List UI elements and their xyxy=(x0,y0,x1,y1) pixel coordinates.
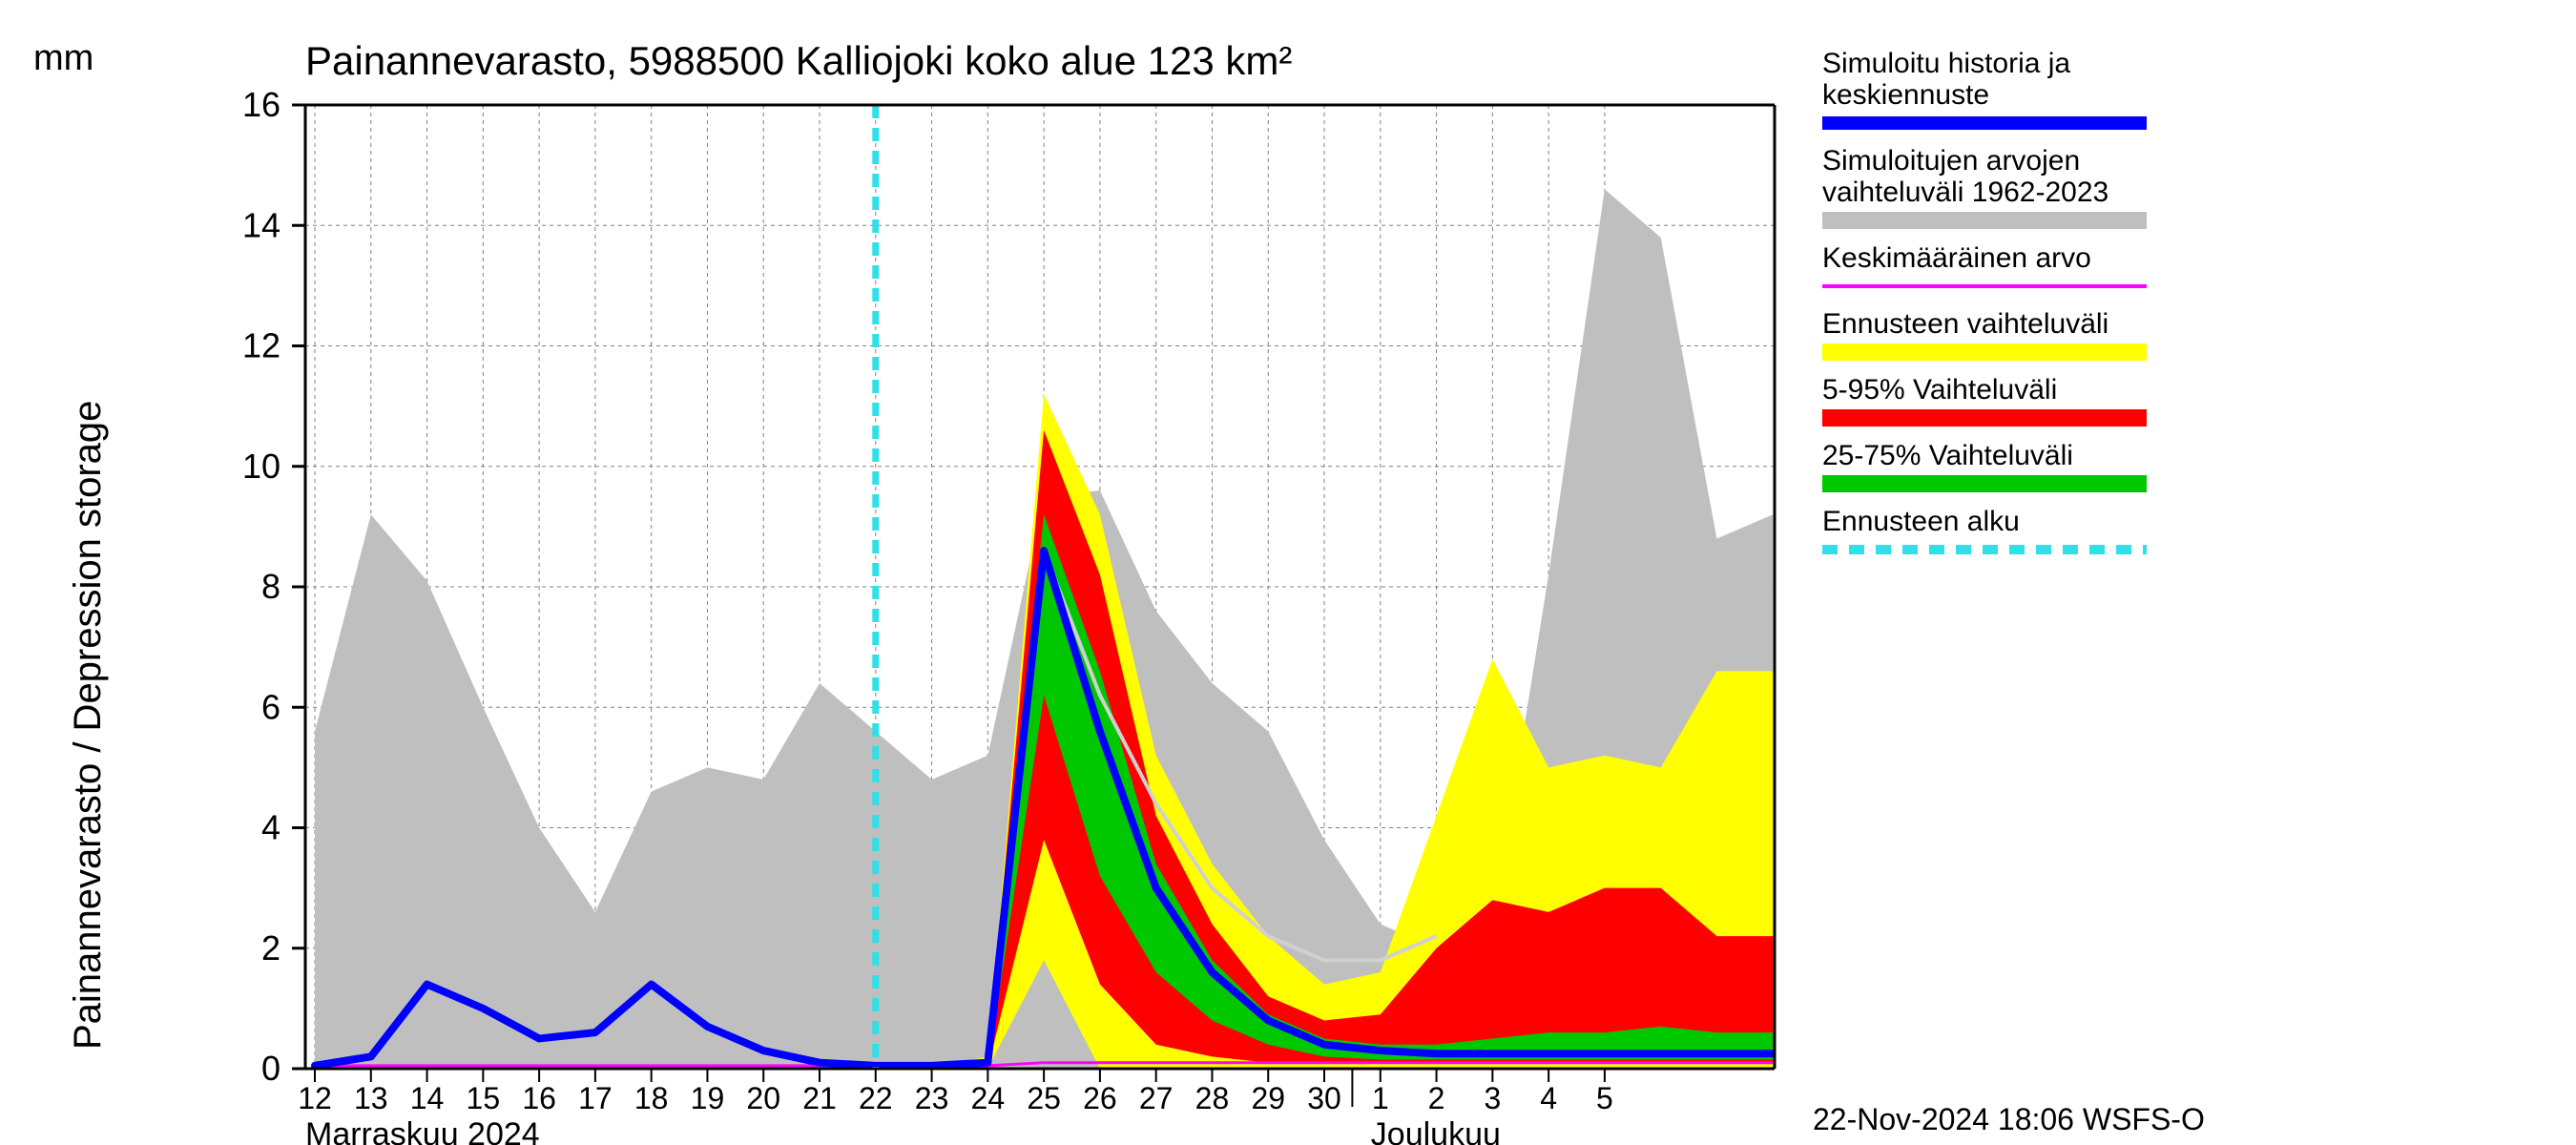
x-tick-label: 16 xyxy=(522,1081,556,1115)
legend-label: Ennusteen alku xyxy=(1822,506,2020,537)
month-label-fi: Marraskuu 2024 xyxy=(305,1116,540,1145)
legend-label: Keskimääräinen arvo xyxy=(1822,242,2091,274)
y-tick-label: 16 xyxy=(242,85,280,124)
x-tick-label: 27 xyxy=(1139,1081,1174,1115)
x-tick-label: 13 xyxy=(354,1081,388,1115)
legend-label: Simuloitujen arvojen xyxy=(1822,145,2080,177)
x-tick-label: 5 xyxy=(1596,1081,1613,1115)
x-tick-label: 21 xyxy=(802,1081,837,1115)
x-tick-label: 24 xyxy=(971,1081,1006,1115)
x-tick-label: 15 xyxy=(467,1081,501,1115)
legend-label: 25-75% Vaihteluväli xyxy=(1822,440,2073,471)
y-tick-label: 14 xyxy=(242,205,280,244)
legend-label: Ennusteen vaihteluväli xyxy=(1822,308,2109,340)
x-tick-label: 1 xyxy=(1372,1081,1389,1115)
timestamp-footer: 22-Nov-2024 18:06 WSFS-O xyxy=(1813,1102,2205,1137)
x-tick-label: 20 xyxy=(746,1081,780,1115)
x-tick-label: 26 xyxy=(1083,1081,1117,1115)
x-tick-label: 4 xyxy=(1540,1081,1557,1115)
legend-label: keskiennuste xyxy=(1822,79,1989,111)
x-tick-label: 14 xyxy=(410,1081,445,1115)
x-tick-label: 30 xyxy=(1307,1081,1341,1115)
y-tick-label: 4 xyxy=(261,808,280,847)
x-tick-label: 19 xyxy=(691,1081,725,1115)
x-tick-label: 23 xyxy=(915,1081,949,1115)
y-tick-label: 12 xyxy=(242,326,280,365)
legend-label: vaihteluväli 1962-2023 xyxy=(1822,177,2109,208)
legend-label: 5-95% Vaihteluväli xyxy=(1822,374,2057,406)
x-tick-label: 25 xyxy=(1027,1081,1061,1115)
month-label-fi: Joulukuu xyxy=(1371,1116,1501,1145)
x-tick-label: 22 xyxy=(859,1081,893,1115)
chart-svg: 0246810121416121314151617181920212223242… xyxy=(0,0,2576,1145)
chart-container: Painannevarasto, 5988500 Kalliojoki koko… xyxy=(0,0,2576,1145)
y-tick-label: 6 xyxy=(261,687,280,726)
y-tick-label: 10 xyxy=(242,447,280,486)
x-tick-label: 2 xyxy=(1428,1081,1445,1115)
legend-label: Simuloitu historia ja xyxy=(1822,48,2070,79)
x-tick-label: 17 xyxy=(578,1081,613,1115)
y-tick-label: 8 xyxy=(261,567,280,606)
y-tick-label: 0 xyxy=(261,1049,280,1088)
x-tick-label: 28 xyxy=(1195,1081,1230,1115)
x-tick-label: 18 xyxy=(634,1081,669,1115)
x-tick-label: 12 xyxy=(298,1081,332,1115)
y-tick-label: 2 xyxy=(261,928,280,968)
x-tick-label: 29 xyxy=(1251,1081,1285,1115)
x-tick-label: 3 xyxy=(1484,1081,1501,1115)
